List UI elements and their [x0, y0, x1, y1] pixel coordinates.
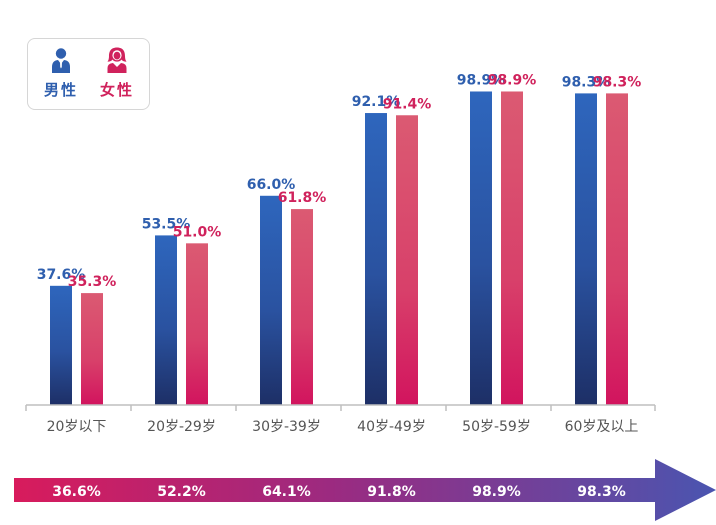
value-label-female-1: 51.0%: [173, 224, 222, 240]
category-label-2: 30岁-39岁: [252, 419, 321, 435]
value-label-female-3: 91.4%: [383, 96, 432, 112]
value-label-female-2: 61.8%: [278, 190, 327, 206]
bar-female-4: [501, 91, 523, 405]
legend: 男性 女性: [27, 38, 150, 110]
bar-male-1: [155, 235, 177, 405]
male-person-icon: [52, 48, 70, 73]
bar-female-2: [291, 209, 313, 405]
total-label-4: 98.9%: [472, 484, 521, 500]
value-label-male-1: 53.5%: [142, 216, 191, 232]
bar-female-5: [606, 93, 628, 405]
value-label-male-3: 92.1%: [352, 94, 401, 110]
value-label-male-5: 98.3%: [562, 74, 611, 90]
trend-arrow: [14, 459, 716, 521]
category-label-0: 20岁以下: [47, 419, 107, 435]
bar-female-3: [396, 115, 418, 406]
total-label-0: 36.6%: [52, 484, 101, 500]
legend-male-label: 男性: [43, 81, 78, 99]
value-label-female-5: 98.3%: [593, 74, 642, 90]
legend-item-male: 男性: [36, 47, 86, 100]
value-label-male-2: 66.0%: [247, 177, 296, 193]
category-label-1: 20岁-29岁: [147, 419, 216, 435]
bar-male-3: [365, 113, 387, 405]
total-label-3: 91.8%: [367, 484, 416, 500]
bar-male-5: [575, 93, 597, 405]
bar-female-1: [186, 243, 208, 405]
category-label-5: 60岁及以上: [565, 419, 639, 435]
legend-female-label: 女性: [99, 81, 134, 99]
category-label-3: 40岁-49岁: [357, 419, 426, 435]
bar-male-2: [260, 195, 282, 405]
legend-item-female: 女性: [92, 47, 142, 100]
value-label-female-4: 98.9%: [488, 72, 537, 88]
bar-male-4: [470, 91, 492, 405]
total-label-5: 98.3%: [577, 484, 626, 500]
female-person-icon: [107, 47, 127, 73]
value-label-female-0: 35.3%: [68, 274, 117, 290]
value-label-male-0: 37.6%: [37, 267, 86, 283]
total-label-2: 64.1%: [262, 484, 311, 500]
total-label-1: 52.2%: [157, 484, 206, 500]
bar-female-0: [81, 293, 103, 405]
value-label-male-4: 98.9%: [457, 72, 506, 88]
bar-male-0: [50, 285, 72, 405]
category-label-4: 50岁-59岁: [462, 419, 531, 435]
